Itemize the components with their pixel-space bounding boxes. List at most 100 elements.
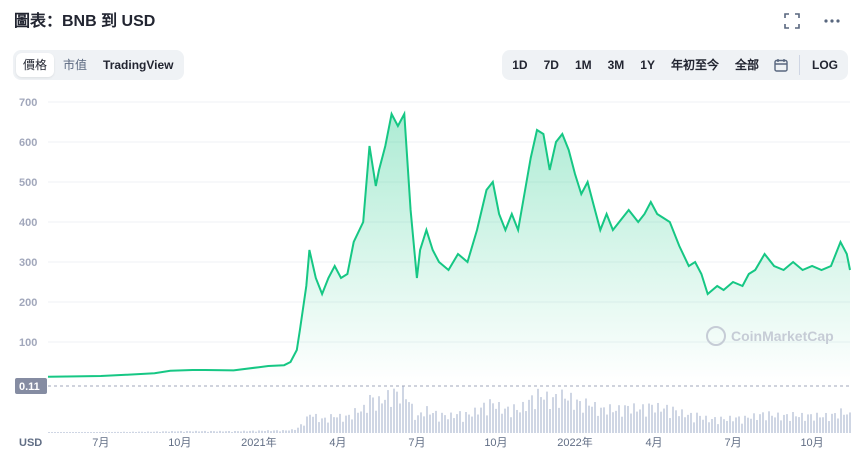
volume-bar bbox=[738, 416, 740, 433]
x-tick-label: 7月 bbox=[92, 437, 109, 449]
volume-bar bbox=[534, 409, 536, 433]
volume-bar bbox=[306, 416, 308, 433]
volume-bar bbox=[216, 431, 218, 433]
range-1m[interactable]: 1M bbox=[574, 58, 592, 72]
volume-bar bbox=[168, 431, 170, 433]
volume-bar bbox=[411, 403, 413, 433]
range-1d[interactable]: 1D bbox=[512, 58, 528, 72]
volume-bar bbox=[357, 412, 359, 433]
volume-bar bbox=[837, 418, 839, 433]
volume-bar bbox=[786, 414, 788, 433]
volume-bar bbox=[783, 414, 785, 433]
volume-bar bbox=[699, 415, 701, 433]
volume-bar bbox=[630, 413, 632, 433]
volume-bars bbox=[48, 386, 851, 433]
volume-bar bbox=[645, 416, 647, 433]
volume-bar bbox=[267, 430, 269, 433]
volume-bar bbox=[336, 417, 338, 433]
volume-bar bbox=[393, 388, 395, 433]
current-price-marker: 0.11 bbox=[15, 378, 47, 394]
volume-bar bbox=[462, 421, 464, 433]
range-ytd[interactable]: 年初至今 bbox=[670, 58, 719, 72]
volume-bar bbox=[432, 412, 434, 433]
volume-bar bbox=[522, 401, 524, 433]
volume-bar bbox=[495, 408, 497, 433]
volume-bar bbox=[297, 427, 299, 433]
y-tick-label: 200 bbox=[19, 297, 37, 309]
volume-bar bbox=[237, 431, 239, 433]
volume-bar bbox=[360, 411, 362, 433]
volume-bar bbox=[792, 412, 794, 433]
volume-bar bbox=[348, 414, 350, 433]
volume-bar bbox=[591, 406, 593, 433]
volume-bar bbox=[345, 415, 347, 433]
volume-bar bbox=[333, 417, 335, 433]
volume-bar bbox=[195, 430, 197, 433]
tab-tradingview[interactable]: TradingView bbox=[103, 58, 174, 72]
volume-bar bbox=[273, 430, 275, 433]
volume-bar bbox=[780, 420, 782, 433]
tab-price[interactable]: 價格 bbox=[16, 53, 55, 77]
volume-bar bbox=[294, 429, 296, 433]
volume-bar bbox=[702, 419, 704, 433]
volume-bar bbox=[213, 431, 215, 433]
range-1y[interactable]: 1Y bbox=[640, 58, 655, 72]
volume-bar bbox=[627, 405, 629, 433]
more-horizontal-icon[interactable] bbox=[823, 12, 841, 30]
volume-bar bbox=[147, 431, 149, 433]
volume-bar bbox=[453, 418, 455, 433]
volume-bar bbox=[135, 432, 137, 433]
volume-bar bbox=[240, 431, 242, 433]
volume-bar bbox=[258, 430, 260, 433]
volume-bar bbox=[750, 418, 752, 433]
calendar-icon[interactable] bbox=[768, 54, 794, 76]
volume-bar bbox=[564, 398, 566, 433]
volume-bar bbox=[546, 391, 548, 433]
volume-bar bbox=[66, 432, 68, 433]
volume-bar bbox=[207, 431, 209, 433]
volume-bar bbox=[549, 409, 551, 433]
x-tick-label: 2022年 bbox=[557, 435, 592, 449]
volume-bar bbox=[483, 402, 485, 433]
volume-bar bbox=[132, 431, 134, 433]
tab-market-cap[interactable]: 市值 bbox=[63, 58, 88, 72]
volume-bar bbox=[204, 430, 206, 433]
volume-bar bbox=[609, 404, 611, 433]
y-tick-label: 400 bbox=[19, 217, 37, 229]
volume-bar bbox=[612, 412, 614, 433]
time-range-tabs: 1D 7D 1M 3M 1Y 年初至今 全部 LOG bbox=[502, 50, 848, 80]
volume-bar bbox=[501, 413, 503, 433]
volume-bar bbox=[519, 412, 521, 433]
volume-bar bbox=[840, 408, 842, 433]
volume-bar bbox=[372, 397, 374, 433]
volume-bar bbox=[114, 431, 116, 433]
volume-bar bbox=[396, 391, 398, 433]
volume-bar bbox=[693, 422, 695, 433]
volume-bar bbox=[99, 431, 101, 433]
volume-bar bbox=[414, 419, 416, 433]
range-3m[interactable]: 3M bbox=[607, 58, 625, 72]
range-all[interactable]: 全部 bbox=[734, 58, 759, 72]
volume-bar bbox=[561, 389, 563, 433]
chart-title: 圖表：BNB 到 USD bbox=[14, 13, 156, 30]
volume-bar bbox=[405, 399, 407, 433]
volume-bar bbox=[108, 431, 110, 433]
volume-bar bbox=[111, 432, 113, 433]
log-toggle[interactable]: LOG bbox=[812, 58, 838, 72]
volume-bar bbox=[249, 430, 251, 433]
volume-bar bbox=[615, 410, 617, 433]
volume-bar bbox=[474, 407, 476, 433]
volume-bar bbox=[387, 390, 389, 433]
volume-bar bbox=[222, 431, 224, 433]
range-7d[interactable]: 7D bbox=[543, 58, 559, 72]
volume-bar bbox=[102, 432, 104, 433]
volume-bar bbox=[798, 417, 800, 433]
volume-bar bbox=[756, 419, 758, 433]
expand-icon[interactable] bbox=[783, 12, 801, 30]
volume-bar bbox=[60, 432, 62, 433]
volume-bar bbox=[825, 412, 827, 433]
volume-bar bbox=[351, 419, 353, 433]
price-chart: 100 200 300 400 500 600 700 7月 10月 2021年 4月 7月 10月 2… bbox=[15, 97, 851, 449]
volume-bar bbox=[342, 421, 344, 433]
volume-bar bbox=[768, 411, 770, 433]
